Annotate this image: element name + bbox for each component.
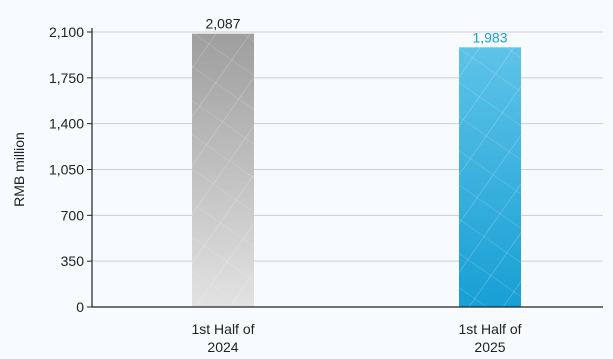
x-tick-label: 1st Half of 2024	[191, 321, 254, 355]
x-tick-label-line: 1st Half of	[191, 321, 254, 337]
y-tick-label: 1,750	[49, 70, 84, 86]
data-label: 1,983	[472, 29, 507, 45]
bar-texture	[192, 33, 254, 307]
x-tick-label-line: 2024	[207, 339, 238, 355]
gridlines	[92, 31, 603, 262]
y-tick-label: 0	[76, 299, 84, 315]
x-tick-label-line: 1st Half of	[458, 321, 521, 337]
y-tick-label: 2,100	[49, 24, 84, 40]
y-tick-label: 350	[61, 253, 85, 269]
y-axis-label: RMB million	[11, 132, 27, 207]
bar-texture	[459, 47, 521, 307]
x-tick-label: 1st Half of 2025	[458, 321, 521, 355]
y-tick-label: 1,400	[49, 116, 84, 132]
y-tick-label: 700	[61, 207, 85, 223]
axes	[87, 28, 603, 308]
bars	[192, 33, 521, 307]
data-label: 2,087	[205, 16, 240, 32]
labels: 0 350 700 1,050 1,400 1,750 2,100 RMB million 2,…	[11, 16, 522, 355]
y-tick-label: 1,050	[49, 162, 84, 178]
x-tick-label-line: 2025	[474, 339, 505, 355]
